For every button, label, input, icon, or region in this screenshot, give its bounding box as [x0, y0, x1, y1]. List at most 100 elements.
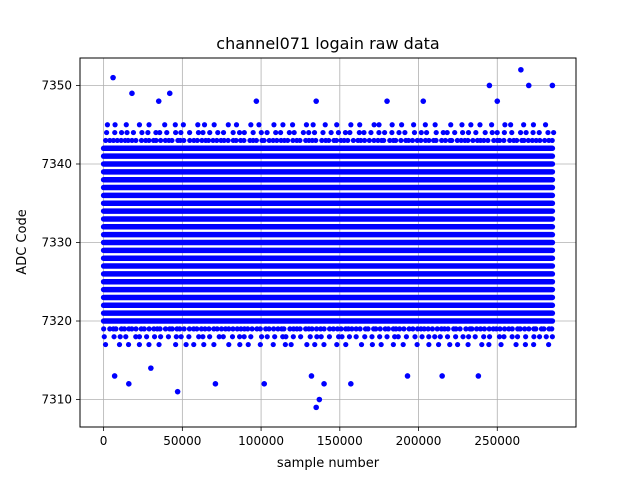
- x-tick-label: 50000: [163, 434, 201, 448]
- data-point: [201, 122, 208, 128]
- data-point: [158, 334, 164, 340]
- data-point: [425, 326, 431, 332]
- data-point: [146, 137, 152, 144]
- data-point: [473, 326, 480, 332]
- data-point: [318, 334, 324, 340]
- data-point: [307, 334, 313, 340]
- data-point: [434, 326, 440, 332]
- data-point: [101, 334, 107, 340]
- data-point: [334, 341, 340, 348]
- data-point: [357, 122, 363, 128]
- data-point: [123, 122, 129, 128]
- data-point: [439, 373, 445, 379]
- data-point: [103, 129, 110, 136]
- data-point: [146, 341, 152, 348]
- data-point: [350, 137, 356, 144]
- data-point: [314, 334, 320, 340]
- data-point: [226, 326, 232, 332]
- x-tick-label: 200000: [396, 434, 442, 448]
- data-point: [230, 129, 236, 136]
- x-tick-label: 250000: [474, 434, 520, 448]
- data-point: [397, 326, 403, 332]
- data-point: [225, 122, 231, 128]
- data-point: [371, 137, 377, 144]
- data-point: [220, 129, 227, 136]
- data-point: [290, 334, 296, 340]
- data-point: [449, 137, 455, 144]
- data-point: [447, 341, 453, 348]
- data-point: [400, 341, 406, 348]
- data-point: [523, 129, 529, 136]
- data-point: [245, 341, 251, 348]
- data-point: [107, 137, 113, 144]
- data-point: [440, 129, 446, 136]
- data-point: [138, 137, 145, 144]
- data-point: [264, 129, 270, 136]
- data-point: [261, 381, 268, 387]
- data-point: [191, 341, 197, 348]
- data-point: [297, 137, 303, 144]
- data-point: [433, 129, 439, 136]
- data-point: [523, 334, 529, 340]
- data-point: [285, 137, 291, 144]
- data-point: [146, 326, 152, 332]
- data-point: [221, 137, 227, 144]
- data-point: [200, 334, 206, 340]
- data-point: [489, 129, 495, 136]
- data-point: [178, 334, 184, 340]
- data-point: [466, 334, 472, 340]
- data-point: [233, 122, 240, 128]
- x-tick-label: 150000: [317, 434, 363, 448]
- data-point: [241, 334, 247, 340]
- data-point: [214, 137, 220, 144]
- data-point: [289, 122, 296, 128]
- data-point: [201, 341, 207, 348]
- data-point: [229, 334, 236, 340]
- data-point: [513, 341, 519, 348]
- data-point: [465, 137, 471, 144]
- y-tick-label: 7310: [41, 393, 72, 407]
- data-point: [392, 334, 398, 340]
- data-point: [458, 137, 464, 144]
- data-point: [146, 122, 152, 128]
- data-point: [322, 122, 328, 128]
- data-point: [377, 334, 383, 340]
- data-point: [377, 326, 383, 332]
- data-point: [153, 129, 159, 136]
- data-point: [281, 326, 287, 332]
- data-point: [530, 129, 536, 136]
- data-point: [501, 334, 507, 340]
- data-point: [381, 137, 387, 144]
- data-point: [376, 122, 382, 128]
- data-point: [369, 341, 375, 348]
- data-point: [253, 98, 260, 104]
- data-point: [361, 129, 367, 136]
- data-point: [517, 326, 523, 332]
- data-point: [241, 129, 247, 136]
- data-point: [501, 326, 508, 332]
- data-point: [481, 326, 488, 332]
- data-point: [382, 129, 388, 136]
- data-point: [493, 326, 500, 332]
- data-point: [426, 341, 432, 348]
- data-point: [475, 373, 482, 379]
- data-point: [479, 341, 485, 348]
- data-point: [303, 122, 310, 128]
- data-point: [169, 326, 175, 332]
- data-point: [551, 129, 557, 136]
- data-point: [542, 122, 549, 128]
- data-point: [353, 334, 359, 340]
- data-point: [194, 137, 200, 144]
- data-point: [334, 122, 340, 128]
- data-point: [522, 341, 529, 348]
- data-point: [526, 326, 532, 332]
- data-point: [313, 326, 320, 332]
- data-point: [361, 137, 368, 144]
- data-point: [497, 326, 503, 332]
- data-point: [118, 137, 124, 144]
- data-point: [439, 137, 445, 144]
- data-point: [339, 334, 345, 340]
- data-point: [326, 334, 333, 340]
- data-point: [207, 334, 213, 340]
- data-point: [121, 326, 128, 332]
